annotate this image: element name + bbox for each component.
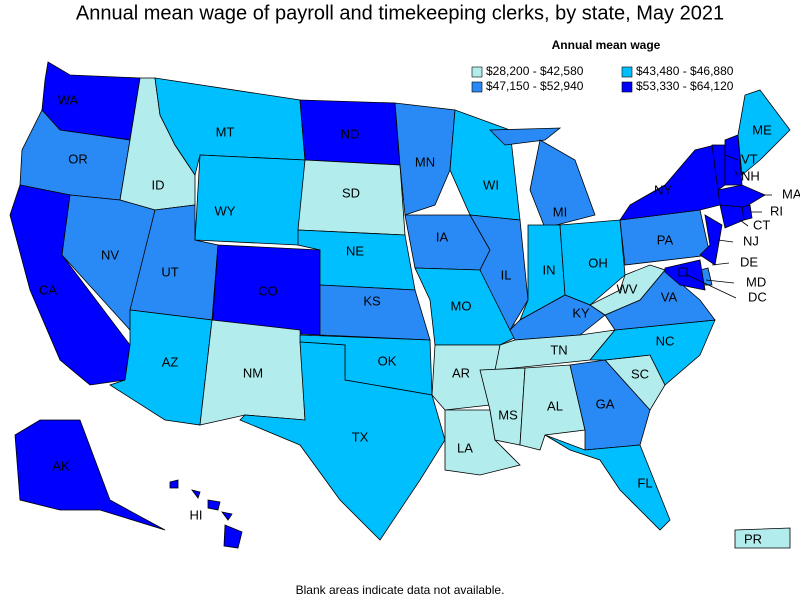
state xyxy=(479,367,526,446)
state-label: WV xyxy=(617,281,638,296)
state xyxy=(717,184,766,211)
note: Blank areas indicate data not available. xyxy=(296,583,505,597)
state-label: DC xyxy=(748,289,767,304)
state-label: NM xyxy=(243,365,263,380)
state xyxy=(737,89,791,176)
state-label: KS xyxy=(363,293,381,308)
state xyxy=(544,434,671,531)
state-label: MD xyxy=(746,274,766,289)
state-label: MA xyxy=(782,186,800,201)
states xyxy=(9,61,791,549)
state-label: AL xyxy=(547,398,563,413)
state xyxy=(431,344,501,411)
state-label: PA xyxy=(657,232,674,247)
state xyxy=(169,479,243,549)
state-label: AK xyxy=(52,458,70,473)
state-label: LA xyxy=(457,440,473,455)
state-label: AZ xyxy=(162,354,179,369)
state-label: VT xyxy=(741,151,758,166)
state-labels: WA OR CA ID NV MT WY UT AZ CO NM ND SD NE KS OK TX MN IA MO… xyxy=(39,92,800,546)
state-label: MN xyxy=(415,154,435,169)
state xyxy=(589,319,716,386)
state-label: UT xyxy=(161,264,178,279)
legend-swatch xyxy=(621,81,633,93)
state-label: CT xyxy=(753,217,770,232)
state xyxy=(559,219,626,306)
state-label: VA xyxy=(661,289,678,304)
state-label: FL xyxy=(637,475,652,490)
legend-label: $28,200 - $42,580 xyxy=(486,64,584,78)
state-label: ME xyxy=(752,122,772,137)
state-label: SC xyxy=(631,366,649,381)
state-label: CA xyxy=(39,282,57,297)
state-label: TN xyxy=(550,342,567,357)
legend-title: Annual mean wage xyxy=(552,38,661,52)
state-label: MT xyxy=(216,124,235,139)
state-label: RI xyxy=(770,203,783,218)
legend-label: $43,480 - $46,880 xyxy=(636,64,734,78)
state-label: OK xyxy=(378,353,397,368)
legend-label: $53,330 - $64,120 xyxy=(636,79,734,93)
state-label: IA xyxy=(436,229,449,244)
leader-line xyxy=(717,239,734,243)
state xyxy=(194,154,306,246)
state xyxy=(699,214,723,266)
state-label: NC xyxy=(656,333,675,348)
state-label: NY xyxy=(654,182,672,197)
state xyxy=(14,419,166,531)
leader-line xyxy=(734,169,739,178)
state xyxy=(734,527,791,549)
state-label: KY xyxy=(572,305,590,320)
state-label: CO xyxy=(258,283,278,298)
state-label: OH xyxy=(588,255,608,270)
legend-swatch xyxy=(471,66,483,78)
state-label: NV xyxy=(101,247,119,262)
state-label: GA xyxy=(596,396,615,411)
state-label: NH xyxy=(741,168,760,183)
leader-line xyxy=(684,273,737,299)
state-label: IL xyxy=(501,267,512,282)
state-label: WA xyxy=(58,92,79,107)
state-label: SD xyxy=(342,185,360,200)
state-label: NJ xyxy=(743,233,759,248)
state-label: ND xyxy=(341,126,360,141)
leader-line xyxy=(705,279,735,284)
state-label: WY xyxy=(215,203,236,218)
state-label: ID xyxy=(152,177,165,192)
state xyxy=(449,109,521,221)
state-label: PR xyxy=(744,531,762,546)
map-title: Annual mean wage of payroll and timekeep… xyxy=(76,2,724,24)
leader-line xyxy=(724,154,739,161)
state xyxy=(239,341,446,541)
state-label: MS xyxy=(498,407,518,422)
legend-swatch xyxy=(621,66,633,78)
leader-line xyxy=(711,262,730,266)
leader-line xyxy=(739,219,749,227)
state xyxy=(469,214,529,331)
legend-label: $47,150 - $52,940 xyxy=(486,79,584,93)
state-label: MO xyxy=(451,298,472,313)
state-label: HI xyxy=(190,507,203,522)
state-label: DE xyxy=(740,254,758,269)
state xyxy=(589,264,666,316)
state xyxy=(719,204,745,229)
state-label: NE xyxy=(346,243,364,258)
state-label: IN xyxy=(543,262,556,277)
state-label: OR xyxy=(68,151,88,166)
legend-swatch xyxy=(471,81,483,93)
state-label: AR xyxy=(452,365,470,380)
state-label: TX xyxy=(352,429,369,444)
state xyxy=(489,127,596,229)
state-label: WI xyxy=(483,177,499,192)
state-label: MI xyxy=(553,204,567,219)
